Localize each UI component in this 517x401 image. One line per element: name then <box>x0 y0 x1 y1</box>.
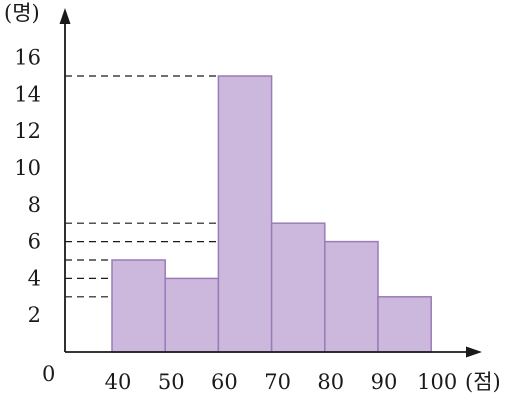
y-axis-arrow-icon <box>59 8 71 24</box>
y-tick-label: 10 <box>14 156 41 180</box>
x-tick-label: 90 <box>371 370 398 394</box>
axes <box>59 8 482 358</box>
x-axis-arrow-icon <box>466 346 482 358</box>
y-tick-label: 8 <box>28 193 41 217</box>
y-tick-label: 14 <box>14 82 41 106</box>
y-unit-label: (명) <box>4 1 40 25</box>
x-tick-label: 50 <box>158 370 185 394</box>
histogram-bar <box>111 259 166 353</box>
x-tick-labels: 40 50 60 70 80 90 100 <box>105 370 458 394</box>
y-tick-labels: 2 4 6 8 10 12 14 16 <box>14 46 41 328</box>
histogram-bars <box>111 75 432 353</box>
x-tick-label: 100 <box>417 370 457 394</box>
histogram-bar <box>217 75 273 353</box>
y-tick-label: 4 <box>28 266 41 290</box>
origin-label: 0 <box>42 362 55 386</box>
x-tick-label: 60 <box>211 370 238 394</box>
x-tick-label: 70 <box>264 370 291 394</box>
histogram-bar <box>164 277 220 353</box>
histogram-bar <box>270 222 326 353</box>
histogram-bar <box>377 296 432 353</box>
x-unit-label: (점) <box>465 370 501 394</box>
y-tick-label: 6 <box>28 230 41 254</box>
x-tick-label: 40 <box>105 370 132 394</box>
histogram-bar <box>324 240 379 353</box>
y-tick-label: 12 <box>14 119 41 143</box>
x-tick-label: 80 <box>317 370 344 394</box>
y-tick-label: 2 <box>28 303 41 327</box>
y-tick-label: 16 <box>14 46 41 70</box>
